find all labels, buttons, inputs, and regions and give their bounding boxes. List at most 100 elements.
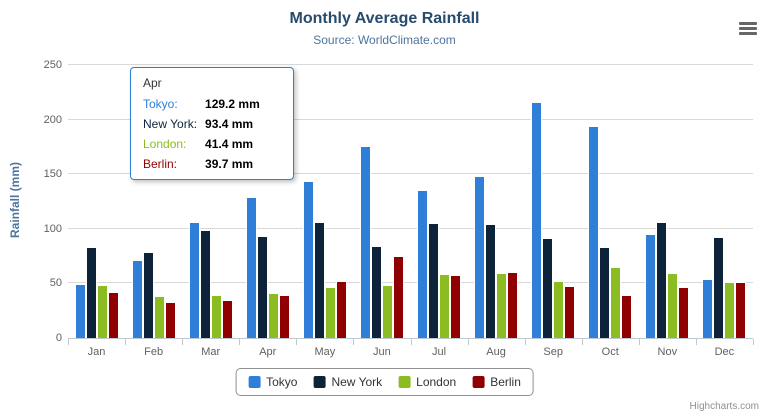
bar-tokyo-feb[interactable] bbox=[131, 259, 143, 338]
x-axis-label: May bbox=[314, 346, 336, 358]
bar-new-york-mar[interactable] bbox=[199, 230, 211, 338]
bar-group-sep bbox=[525, 65, 582, 338]
bar-group-jul bbox=[410, 65, 467, 338]
axis-tick bbox=[467, 339, 469, 345]
bar-new-york-may[interactable] bbox=[313, 222, 325, 338]
plot-area bbox=[68, 64, 753, 339]
bar-london-feb[interactable] bbox=[153, 295, 165, 338]
bar-tokyo-apr[interactable] bbox=[245, 196, 257, 338]
tooltip-rows: Tokyo: 129.2 mm New York: 93.4 mm London: 41.… bbox=[143, 97, 281, 171]
bar-new-york-aug[interactable] bbox=[485, 224, 497, 338]
legend-label: New York bbox=[331, 375, 383, 389]
bar-tokyo-aug[interactable] bbox=[474, 175, 486, 338]
y-axis-tick-label: 250 bbox=[43, 59, 62, 71]
hamburger-menu-icon[interactable] bbox=[739, 20, 757, 37]
bar-tokyo-mar[interactable] bbox=[188, 221, 200, 338]
tooltip-header: Apr bbox=[143, 76, 162, 90]
bar-new-york-jun[interactable] bbox=[370, 245, 382, 338]
bar-berlin-sep[interactable] bbox=[564, 286, 576, 338]
bar-group-oct bbox=[582, 65, 639, 338]
x-axis-label: Aug bbox=[486, 346, 506, 358]
bar-group-jun bbox=[353, 65, 410, 338]
tooltip-series-name: New York: bbox=[143, 117, 198, 131]
y-axis-tick-label: 150 bbox=[43, 168, 62, 181]
bar-berlin-jun[interactable] bbox=[392, 255, 404, 338]
tooltip-series-name: Berlin: bbox=[143, 157, 178, 171]
y-axis-tick-label: 200 bbox=[43, 113, 62, 126]
axis-tick bbox=[524, 339, 526, 345]
y-axis-labels: 0 50 100 150 200 250 bbox=[28, 59, 62, 344]
x-axis-label: Nov bbox=[657, 346, 678, 358]
credits-link[interactable]: Highcharts.com bbox=[689, 401, 759, 412]
bar-london-sep[interactable] bbox=[553, 280, 565, 338]
bar-london-mar[interactable] bbox=[210, 295, 222, 338]
bar-london-dec[interactable] bbox=[724, 282, 736, 338]
bar-london-nov[interactable] bbox=[667, 273, 679, 338]
axis-tick bbox=[125, 339, 127, 345]
bar-berlin-mar[interactable] bbox=[221, 300, 233, 338]
legend-label: Tokyo bbox=[266, 375, 298, 389]
legend-item-tokyo[interactable]: Tokyo bbox=[248, 375, 297, 389]
bar-london-jun[interactable] bbox=[381, 285, 393, 338]
bar-berlin-may[interactable] bbox=[335, 280, 347, 338]
bar-group-may bbox=[296, 65, 353, 338]
bar-tokyo-jan[interactable] bbox=[74, 283, 86, 338]
bar-new-york-dec[interactable] bbox=[713, 237, 725, 338]
bar-new-york-apr[interactable] bbox=[256, 236, 268, 338]
x-axis-label: Apr bbox=[259, 346, 277, 358]
legend-item-london[interactable]: London bbox=[398, 375, 456, 389]
axis-tick bbox=[695, 339, 697, 345]
chart-title: Monthly Average Rainfall bbox=[289, 10, 480, 27]
bar-new-york-feb[interactable] bbox=[142, 251, 154, 338]
bar-tokyo-oct[interactable] bbox=[588, 126, 600, 338]
bar-tokyo-jul[interactable] bbox=[417, 189, 428, 338]
bar-london-oct[interactable] bbox=[610, 266, 622, 338]
bar-tokyo-dec[interactable] bbox=[702, 278, 714, 338]
bar-new-york-jul[interactable] bbox=[428, 223, 439, 338]
tooltip-value: 129.2 mm bbox=[205, 97, 260, 111]
y-axis-tick-label: 50 bbox=[49, 277, 62, 290]
bar-tokyo-jun[interactable] bbox=[359, 145, 371, 338]
bar-london-jul[interactable] bbox=[439, 273, 450, 338]
y-axis-tick-label: 0 bbox=[55, 332, 62, 344]
bar-group-aug bbox=[468, 65, 525, 338]
legend-swatch-icon bbox=[398, 376, 411, 388]
bar-berlin-apr[interactable] bbox=[278, 294, 290, 338]
legend-item-berlin[interactable]: Berlin bbox=[472, 375, 521, 389]
tooltip-series-name: London: bbox=[143, 137, 187, 151]
bar-berlin-jul[interactable] bbox=[450, 275, 461, 338]
axis-tick bbox=[353, 339, 355, 345]
bar-berlin-dec[interactable] bbox=[735, 282, 747, 338]
bar-new-york-sep[interactable] bbox=[542, 238, 554, 338]
y-axis-tick-label: 100 bbox=[43, 222, 62, 235]
gridline bbox=[68, 118, 753, 120]
bar-tokyo-sep[interactable] bbox=[531, 101, 543, 338]
x-axis-label: Feb bbox=[144, 346, 164, 358]
bar-new-york-oct[interactable] bbox=[599, 246, 611, 338]
bar-london-may[interactable] bbox=[324, 286, 336, 338]
bar-new-york-jan[interactable] bbox=[85, 246, 97, 338]
bar-london-aug[interactable] bbox=[496, 272, 508, 338]
bar-tokyo-may[interactable] bbox=[302, 180, 314, 338]
legend-swatch-icon bbox=[472, 376, 485, 388]
bar-group-nov bbox=[639, 65, 696, 338]
bar-berlin-oct[interactable] bbox=[621, 295, 633, 338]
bar-tokyo-nov[interactable] bbox=[645, 233, 657, 338]
tooltip-value: 41.4 mm bbox=[205, 137, 254, 151]
x-axis-label: Jun bbox=[373, 346, 391, 358]
legend-item-new-york[interactable]: New York bbox=[313, 375, 382, 389]
bar-berlin-nov[interactable] bbox=[678, 286, 690, 338]
bar-new-york-nov[interactable] bbox=[656, 221, 668, 338]
gridline bbox=[68, 64, 753, 65]
bar-london-jan[interactable] bbox=[96, 284, 108, 338]
gridline bbox=[68, 173, 753, 175]
bar-london-apr[interactable] bbox=[267, 292, 279, 338]
bar-berlin-jan[interactable] bbox=[107, 291, 119, 338]
x-axis-labels: Jan Feb Mar Apr May Jun Jul Aug Sep Oct Nov Dec bbox=[68, 346, 753, 358]
legend-swatch-icon bbox=[313, 376, 326, 388]
bar-berlin-aug[interactable] bbox=[507, 272, 519, 338]
bar-berlin-feb[interactable] bbox=[164, 301, 176, 338]
x-axis-label: Oct bbox=[601, 346, 619, 358]
x-axis-label: Jul bbox=[431, 346, 447, 358]
